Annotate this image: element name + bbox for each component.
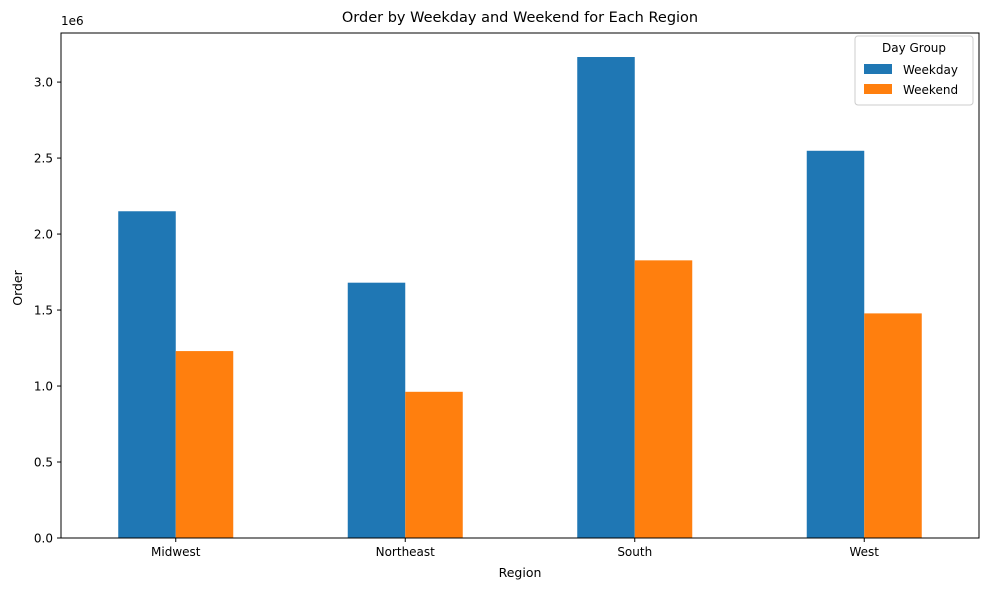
y-tick-label: 2.5: [34, 152, 53, 166]
legend[interactable]: Day Group Weekday Weekend: [854, 35, 974, 106]
bar-weekend-west: [864, 313, 922, 538]
bars-layer: [118, 57, 922, 538]
y-tick-label: 2.0: [34, 228, 53, 242]
legend-swatch-weekday: [864, 64, 892, 74]
bar-weekend-midwest: [175, 351, 234, 538]
bar-weekday-south: [577, 57, 635, 538]
bar-weekday-midwest: [118, 211, 176, 538]
x-axis-label: Region: [499, 565, 542, 580]
bar-weekday-northeast: [347, 282, 406, 538]
plot-frame: [60, 32, 980, 539]
x-tick-label: Midwest: [151, 545, 201, 559]
y-axis-label: Order: [10, 269, 25, 305]
legend-swatch-weekend: [864, 84, 892, 94]
chart-title: Order by Weekday and Weekend for Each Re…: [342, 10, 698, 26]
y-tick-label: 0.5: [34, 456, 53, 470]
y-tick-label: 1.5: [34, 304, 53, 318]
x-tick-label: Northeast: [376, 545, 436, 559]
bar-weekend-south: [634, 260, 693, 538]
x-tick-label: West: [849, 545, 879, 559]
bar-weekday-west: [806, 150, 865, 538]
legend-label-weekend[interactable]: Weekend: [903, 83, 958, 97]
legend-title: Day Group: [882, 41, 946, 55]
y-axis-offset-label: 1e6: [61, 14, 84, 28]
y-tick-label: 0.0: [34, 532, 53, 546]
bar-weekend-northeast: [405, 391, 463, 538]
ticks-layer: Midwest Northeast South West 0.0 0.5 1.0 1.5 2.0…: [34, 76, 879, 559]
x-tick-label: South: [617, 545, 652, 559]
y-tick-label: 1.0: [34, 380, 53, 394]
y-tick-label: 3.0: [34, 76, 53, 90]
legend-label-weekday[interactable]: Weekday: [903, 63, 958, 77]
